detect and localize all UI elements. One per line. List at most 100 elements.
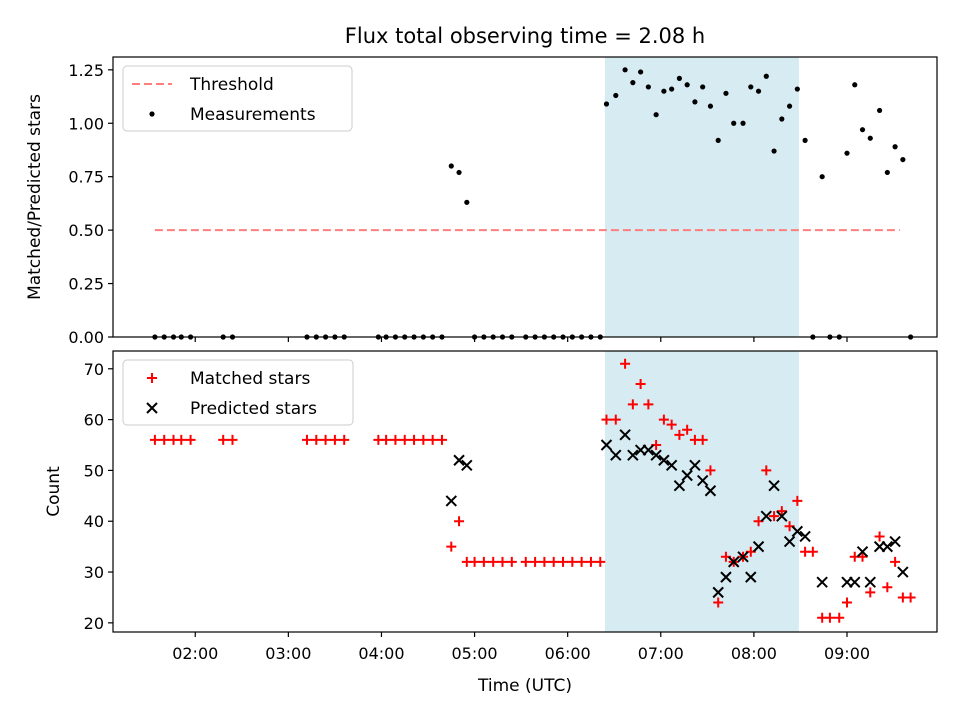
predicted-star-point [783,535,796,548]
measurement-point [653,112,659,118]
measurement-point [630,80,636,86]
predicted-star-point [619,429,631,441]
measurement-point [794,86,800,92]
measurement-point [844,150,850,156]
measurement-point [852,82,858,88]
matched-star-point [478,556,489,567]
measurement-point [802,137,808,143]
matched-star-point [807,546,818,557]
bottom-shaded-span [604,351,799,632]
measurement-point [771,148,777,154]
predicted-star-point [776,510,788,522]
matched-star-point [601,414,612,425]
measurement-point [676,75,683,81]
measurement-point [755,88,762,94]
x-axis-label: Time (UTC) [477,676,572,696]
matched-star-point [658,414,669,425]
predicted-star-point [856,546,869,558]
matched-star-point [713,597,724,608]
predicted-star-point [704,485,717,497]
predicted-star-point [791,525,804,538]
measurement-point [892,144,898,150]
matched-star-point [666,419,677,430]
bottom-legend: Matched stars Predicted stars [122,359,354,426]
predicted-star-point [881,540,894,553]
matched-star-point [824,612,835,623]
matched-star-point [834,612,845,623]
matched-star-point [409,434,420,445]
bottom-y-tick-label: 50 [84,461,104,480]
top-y-tick-label: 0.25 [68,275,104,294]
predicted-star-point [768,479,780,492]
matched-star-point [329,434,340,445]
matched-star-point [530,556,541,567]
measurement-point [464,199,470,205]
predicted-star-point [752,540,765,553]
top-y-tick-label: 1.25 [68,61,104,80]
top-y-axis-label: Matched/Predicted stars [25,94,45,300]
matched-star-point [558,556,569,567]
matched-star-point [159,434,170,445]
measurement-point [692,99,698,105]
matched-star-point [857,551,868,562]
x-tick-label: 08:00 [731,644,777,663]
x-tick-label: 03:00 [265,644,311,663]
predicted-star-point [816,576,828,588]
predicted-star-point [720,571,732,583]
matched-star-point [674,429,685,440]
top-legend: Threshold Measurements [122,65,353,132]
top-shaded-span [604,57,799,337]
matched-star-point [446,541,457,552]
legend-label: Matched stars [190,369,310,389]
measurement-point [669,86,675,92]
legend-measurement-handle [149,111,155,117]
measurement-point [731,120,737,126]
measurement-point [867,135,873,141]
measurement-point [707,103,714,109]
predicted-star-point [799,530,811,543]
matched-star-point [539,556,550,567]
predicted-star-point [445,495,457,507]
matched-star-point [761,465,772,476]
measurement-point [779,116,785,122]
measurement-point [603,101,610,107]
bottom-y-tick-label: 60 [84,411,104,430]
matched-star-point [469,556,480,567]
measurement-point [748,84,754,90]
matched-star-point [643,399,654,410]
predicted-star-point [673,479,686,492]
legend-label: Predicted stars [190,399,317,419]
x-tick-label: 02:00 [172,644,218,663]
measurement-point [763,73,769,79]
matched-star-point [427,434,438,445]
matched-star-point [697,434,708,445]
matched-star-point [381,434,392,445]
measurement-point [448,163,454,169]
top-axes-frame [112,56,938,338]
matched-star-point [506,556,517,567]
bottom-y-axis-label: Count [44,466,64,517]
matched-star-point [890,556,901,567]
matched-star-point [576,556,587,567]
matched-star-point [454,516,465,527]
predicted-star-point [760,510,773,522]
top-y-tick-label: 0.75 [68,168,104,187]
predicted-star-point [712,586,724,599]
matched-star-point [610,414,621,425]
measurement-point [684,82,690,88]
measurement-point [786,103,793,109]
measurement-point [613,92,619,99]
matched-star-point [399,434,410,445]
star-count-panel: 20 30 40 50 60 70 02:00 03:00 04:00 05:00 06:00 07:… [44,350,938,663]
predicted-star-point [665,459,678,472]
matched-star-point [185,434,196,445]
x-tick-label: 04:00 [358,644,404,663]
legend-matched-handle [147,373,157,383]
predicted-star-point [745,571,757,583]
measurement-point [456,169,462,176]
top-y-tick-label: 0.50 [68,221,104,240]
matched-star-point [841,597,852,608]
bottom-y-tick-label: 30 [84,563,104,582]
matched-star-point [567,556,578,567]
matched-star-point [905,592,916,603]
